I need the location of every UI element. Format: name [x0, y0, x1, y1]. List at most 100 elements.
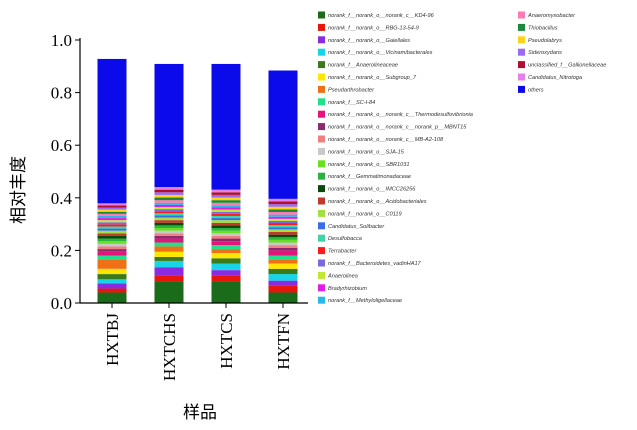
x-tick-label: HXTBJ: [103, 313, 122, 366]
bar-segment-HXTCHS-10: [154, 233, 184, 236]
legend-label: norank_f__norank_o__Acidobacteriales: [328, 199, 427, 205]
bar-segment-HXTCHS-22: [154, 204, 184, 208]
bar-segment-HXTCS-8: [211, 241, 241, 246]
legend-swatch: [318, 197, 325, 205]
legend-label: Anaeromyxobacter: [527, 13, 576, 19]
bar-segment-HXTCS-6: [211, 249, 241, 254]
bar-segment-HXTFN-28: [268, 201, 298, 205]
bar-segment-HXTFN-13: [268, 237, 298, 240]
legend-swatch: [518, 73, 525, 81]
bar-segment-HXTCS-19: [211, 213, 241, 216]
bar-segment-HXTBJ-23: [97, 215, 127, 219]
bar-segment-HXTFN-20: [268, 220, 298, 224]
bar-segment-HXTCHS-26: [154, 194, 184, 198]
bar-segment-HXTCS-3: [211, 263, 241, 271]
legend-label: Pseudarthrobacter: [328, 87, 375, 93]
legend-swatch: [318, 247, 325, 255]
legend-swatch: [518, 48, 525, 56]
legend-swatch: [318, 110, 325, 118]
bar-segment-HXTCHS-1: [154, 275, 184, 282]
bar-segment-HXTCS-30: [211, 63, 241, 190]
y-tick-label: 1.0: [51, 31, 72, 50]
legend-label: norank_f__norank_o__C0119: [328, 211, 402, 217]
bar-segment-HXTCHS-16: [154, 217, 184, 221]
legend-label: norank_f__norank_o__norank_c__Thermodesu…: [328, 112, 473, 118]
bar-segment-HXTCS-21: [211, 209, 241, 212]
legend-label: norank_f__norank_o__SJA-15: [328, 149, 405, 155]
legend-label: Terrabacter: [328, 249, 358, 255]
legend-swatch: [518, 36, 525, 44]
y-tick-label: 0.6: [51, 136, 72, 155]
legend-label: Thiobacillus: [528, 25, 558, 31]
bar-segment-HXTFN-9: [268, 247, 298, 251]
legend-swatch: [318, 222, 325, 230]
bar-segment-HXTCS-14: [211, 225, 241, 229]
x-tick-label: HXTCS: [217, 313, 236, 369]
bar-segment-HXTBJ-4: [97, 274, 127, 280]
bar-segment-HXTCHS-2: [154, 267, 184, 276]
bar-segment-HXTFN-26: [268, 206, 298, 210]
legend-swatch: [318, 185, 325, 193]
legend-swatch: [318, 259, 325, 267]
bar-segment-HXTCHS-4: [154, 256, 184, 261]
legend-label: Sideroxydans: [528, 50, 562, 56]
bar-segment-HXTFN-6: [268, 259, 298, 264]
legend-label: norank_f__norank_o__norank_c__norank_p__…: [328, 125, 467, 131]
bar-segment-HXTCS-22: [211, 207, 241, 210]
bar-segment-HXTBJ-11: [97, 243, 127, 247]
bar-segment-HXTBJ-27: [97, 207, 127, 210]
bar-segment-HXTCS-7: [211, 245, 241, 250]
bar-segment-HXTCHS-8: [154, 238, 184, 243]
y-axis-label: 相对丰度: [9, 156, 29, 224]
bar-segment-HXTBJ-19: [97, 224, 127, 227]
legend-label: norank_f__norank_o__norank_c__KD4-96: [328, 13, 435, 19]
bar-segment-HXTCHS-20: [154, 209, 184, 212]
bar-segment-HXTFN-24: [268, 212, 298, 215]
bar-segment-HXTCHS-3: [154, 260, 184, 268]
bar-segment-HXTCHS-18: [154, 213, 184, 216]
bar-segment-HXTFN-0: [268, 292, 298, 303]
bar-segment-HXTFN-21: [268, 218, 298, 221]
legend-label: Candidatus_Solibacter: [328, 224, 385, 230]
bar-segment-HXTCS-15: [211, 222, 241, 226]
legend-label: norank_f__Anaerolineaceae: [328, 63, 398, 69]
legend-label: norank_f__Bacteroidetes_vadinHA17: [328, 261, 422, 267]
bar-segment-HXTBJ-6: [97, 259, 127, 269]
bar-segment-HXTFN-25: [268, 209, 298, 213]
legend-swatch: [318, 23, 325, 31]
bar-segment-HXTCHS-7: [154, 242, 184, 247]
bar-segment-HXTFN-11: [268, 242, 298, 246]
bar-segment-HXTCS-24: [211, 202, 241, 206]
legend-swatch: [518, 61, 525, 69]
bar-segment-HXTCS-26: [211, 197, 241, 201]
legend-label: Anaerolinea: [327, 273, 358, 279]
legend-swatch: [318, 98, 325, 106]
bar-segment-HXTBJ-7: [97, 255, 127, 260]
bar-segment-HXTCHS-21: [154, 207, 184, 210]
bar-segment-HXTBJ-25: [97, 211, 127, 214]
legend-label: norank_f__Gemmatimonadaceae: [328, 174, 411, 180]
bar-segment-HXTFN-19: [268, 223, 298, 226]
legend-label: norank_f__SC-I-84: [328, 100, 375, 106]
bar-segment-HXTBJ-10: [97, 246, 127, 250]
bar-segment-HXTBJ-12: [97, 241, 127, 244]
y-tick-label: 0.8: [51, 84, 72, 103]
bars-group: [97, 58, 298, 303]
bar-segment-HXTBJ-24: [97, 213, 127, 216]
legend-label: Bradyrhizobium: [328, 286, 367, 292]
bar-segment-HXTFN-1: [268, 285, 298, 293]
bar-segment-HXTFN-3: [268, 274, 298, 281]
bar-segment-HXTCHS-29: [154, 187, 184, 190]
bar-segment-HXTBJ-0: [97, 292, 127, 303]
bar-segment-HXTBJ-17: [97, 228, 127, 231]
bar-segment-HXTCS-12: [211, 230, 241, 234]
bar-segment-HXTCS-20: [211, 211, 241, 214]
bar-segment-HXTBJ-5: [97, 268, 127, 275]
legend: norank_f__norank_o__norank_c__KD4-96nora…: [318, 11, 606, 304]
bar-segment-HXTCS-17: [211, 218, 241, 221]
bar-segment-HXTCHS-24: [154, 200, 184, 203]
bar-segment-HXTCS-4: [211, 258, 241, 264]
bar-segment-HXTBJ-16: [97, 230, 127, 234]
bar-segment-HXTCS-2: [211, 270, 241, 276]
bar-segment-HXTBJ-28: [97, 205, 127, 208]
